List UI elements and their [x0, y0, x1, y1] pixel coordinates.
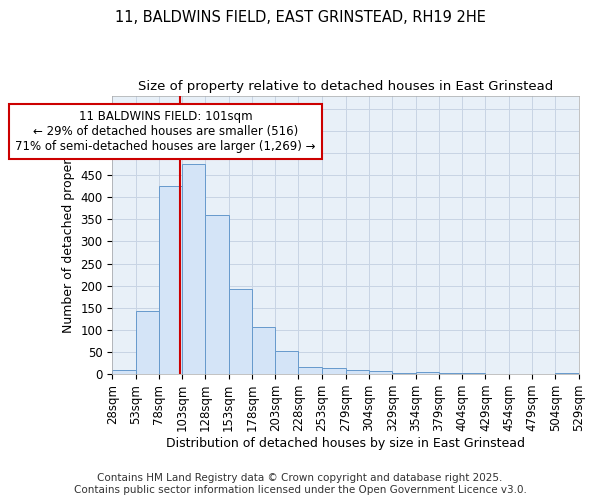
- Bar: [416, 372, 439, 374]
- Text: 11 BALDWINS FIELD: 101sqm
← 29% of detached houses are smaller (516)
71% of semi: 11 BALDWINS FIELD: 101sqm ← 29% of detac…: [15, 110, 316, 153]
- Bar: [369, 370, 392, 374]
- Bar: [182, 164, 205, 374]
- Bar: [112, 370, 136, 374]
- Bar: [252, 327, 275, 374]
- Bar: [392, 373, 416, 374]
- Text: 11, BALDWINS FIELD, EAST GRINSTEAD, RH19 2HE: 11, BALDWINS FIELD, EAST GRINSTEAD, RH19…: [115, 10, 485, 25]
- Bar: [275, 350, 298, 374]
- Bar: [229, 289, 252, 374]
- Bar: [205, 215, 229, 374]
- Bar: [322, 368, 346, 374]
- Bar: [346, 370, 369, 374]
- Bar: [298, 366, 322, 374]
- Bar: [159, 186, 182, 374]
- Bar: [136, 312, 159, 374]
- Text: Contains HM Land Registry data © Crown copyright and database right 2025.
Contai: Contains HM Land Registry data © Crown c…: [74, 474, 526, 495]
- Y-axis label: Number of detached properties: Number of detached properties: [62, 136, 75, 334]
- Bar: [439, 373, 462, 374]
- X-axis label: Distribution of detached houses by size in East Grinstead: Distribution of detached houses by size …: [166, 437, 525, 450]
- Bar: [555, 373, 578, 374]
- Title: Size of property relative to detached houses in East Grinstead: Size of property relative to detached ho…: [138, 80, 553, 93]
- Bar: [462, 373, 485, 374]
